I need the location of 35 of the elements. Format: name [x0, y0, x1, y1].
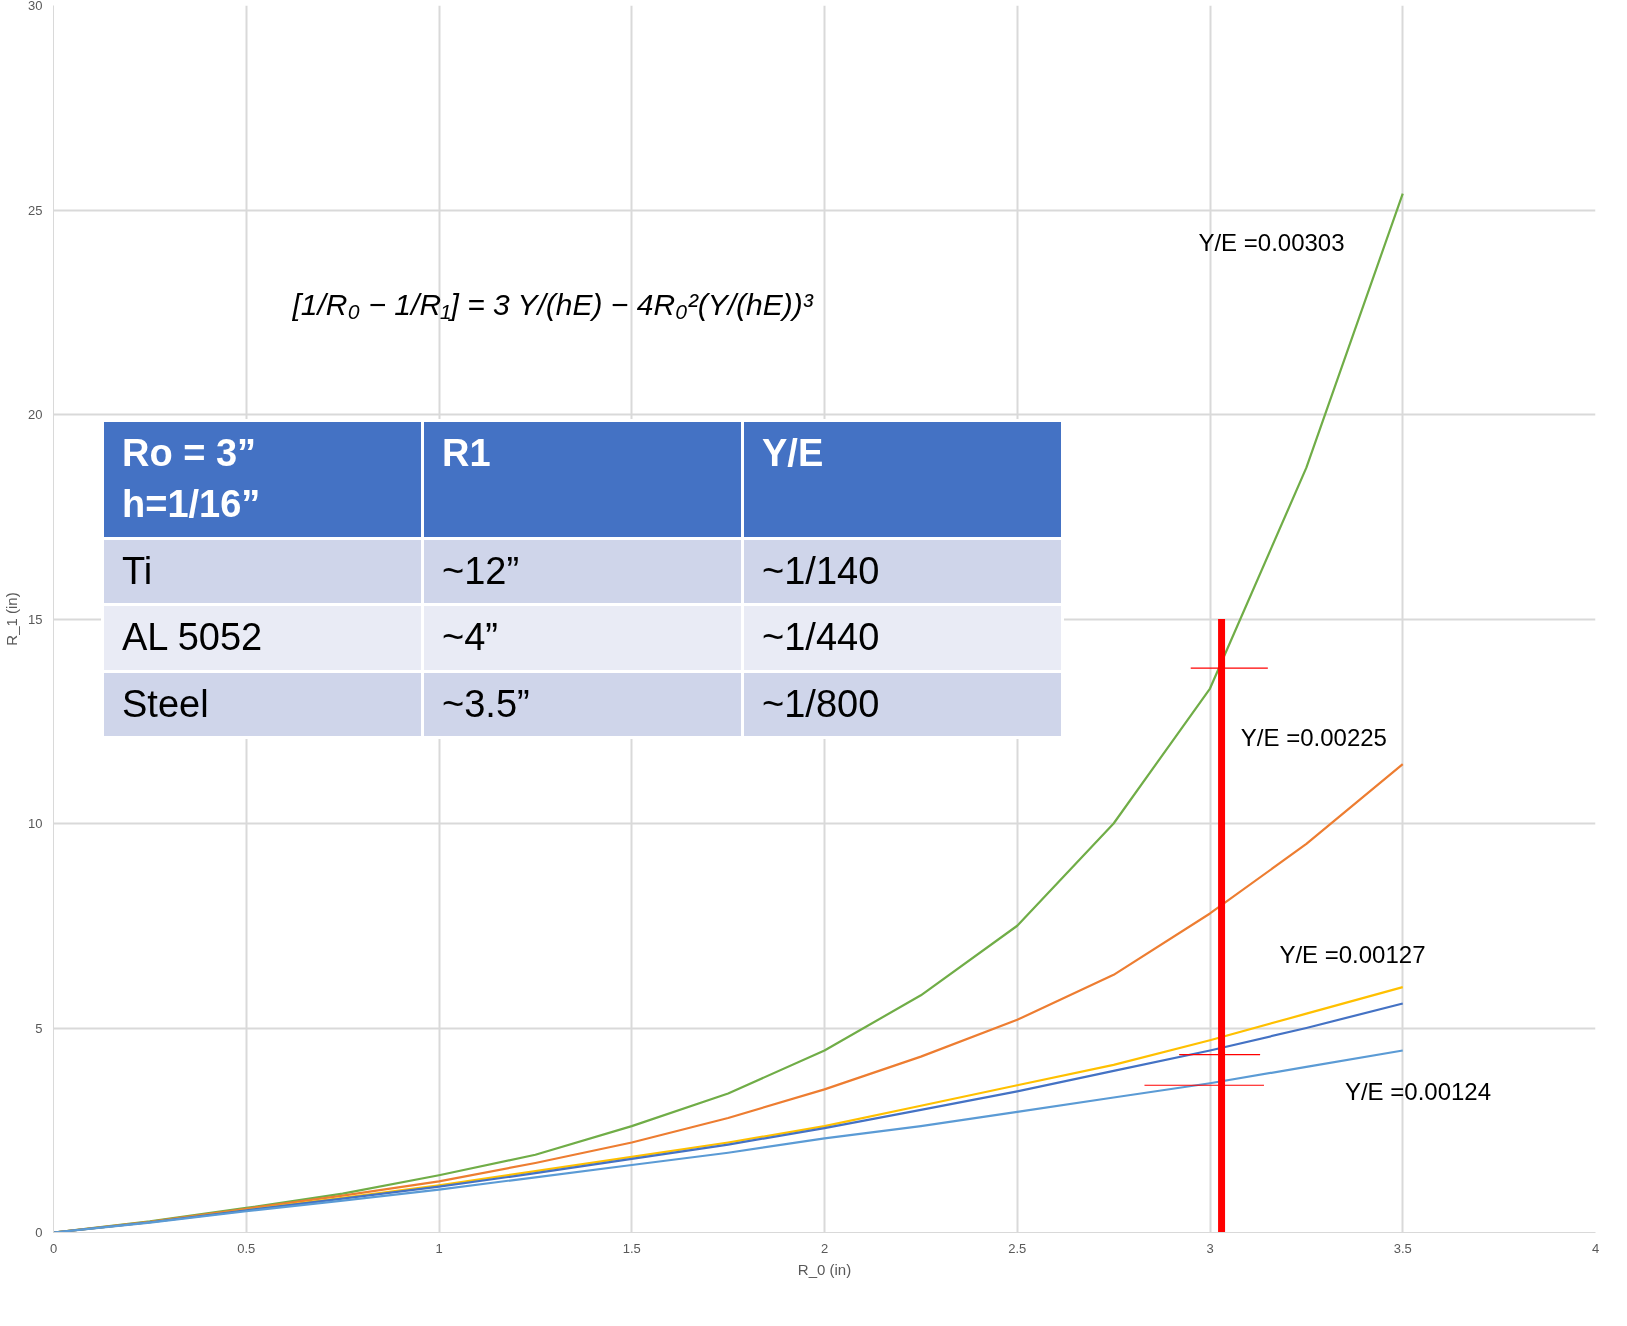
annotation: ~1/140	[742, 538, 1063, 605]
y-tick-label: 20	[28, 407, 43, 422]
y-axis-title: R_1 (in)	[3, 592, 21, 646]
y-tick-label: 5	[35, 1020, 43, 1036]
annotation: [1/R₀ − 1/R₁] = 3 Y/(hE) − 4R₀²(Y/(hE))³	[291, 287, 814, 321]
x-axis-title: R_0 (in)	[797, 1260, 852, 1278]
x-tick-label: 1	[435, 1240, 443, 1256]
annotation: R1	[422, 420, 743, 539]
annotation: Ro = 3” h=1/16”	[102, 420, 423, 539]
annotation: ~12”	[422, 538, 743, 605]
x-tick-label: 1.5	[622, 1240, 641, 1256]
y-tick-label: 30	[28, 0, 43, 13]
annotation: AL 5052	[102, 604, 423, 672]
x-tick-label: 2	[820, 1240, 829, 1256]
x-tick-label: 0.5	[237, 1240, 256, 1256]
annotation: Y/E =0.00127	[1279, 940, 1426, 968]
y-tick-label: 0	[35, 1225, 43, 1240]
annotation: ~1/800	[742, 671, 1063, 738]
annotation: Y/E =0.00124	[1344, 1077, 1492, 1105]
y-tick-label: 15	[28, 611, 43, 627]
x-tick-label: 3	[1206, 1240, 1214, 1256]
x-tick-label: 2.5	[1008, 1240, 1027, 1256]
x-tick-label: 4	[1591, 1240, 1600, 1256]
y-tick-label: 10	[28, 816, 43, 831]
annotation: ~4”	[422, 604, 743, 672]
annotation: ~3.5”	[422, 671, 743, 738]
x-tick-label: 3.5	[1393, 1240, 1412, 1256]
annotation: Y/E =0.00225	[1240, 724, 1387, 752]
annotation: Y/E	[742, 420, 1063, 539]
annotation: Steel	[102, 671, 423, 738]
annotation: Y/E =0.00303	[1198, 229, 1345, 257]
annotation: ~1/440	[742, 604, 1063, 672]
x-tick-label: 0	[49, 1240, 58, 1256]
y-tick-label: 25	[28, 202, 43, 218]
annotation: Ti	[102, 538, 423, 605]
